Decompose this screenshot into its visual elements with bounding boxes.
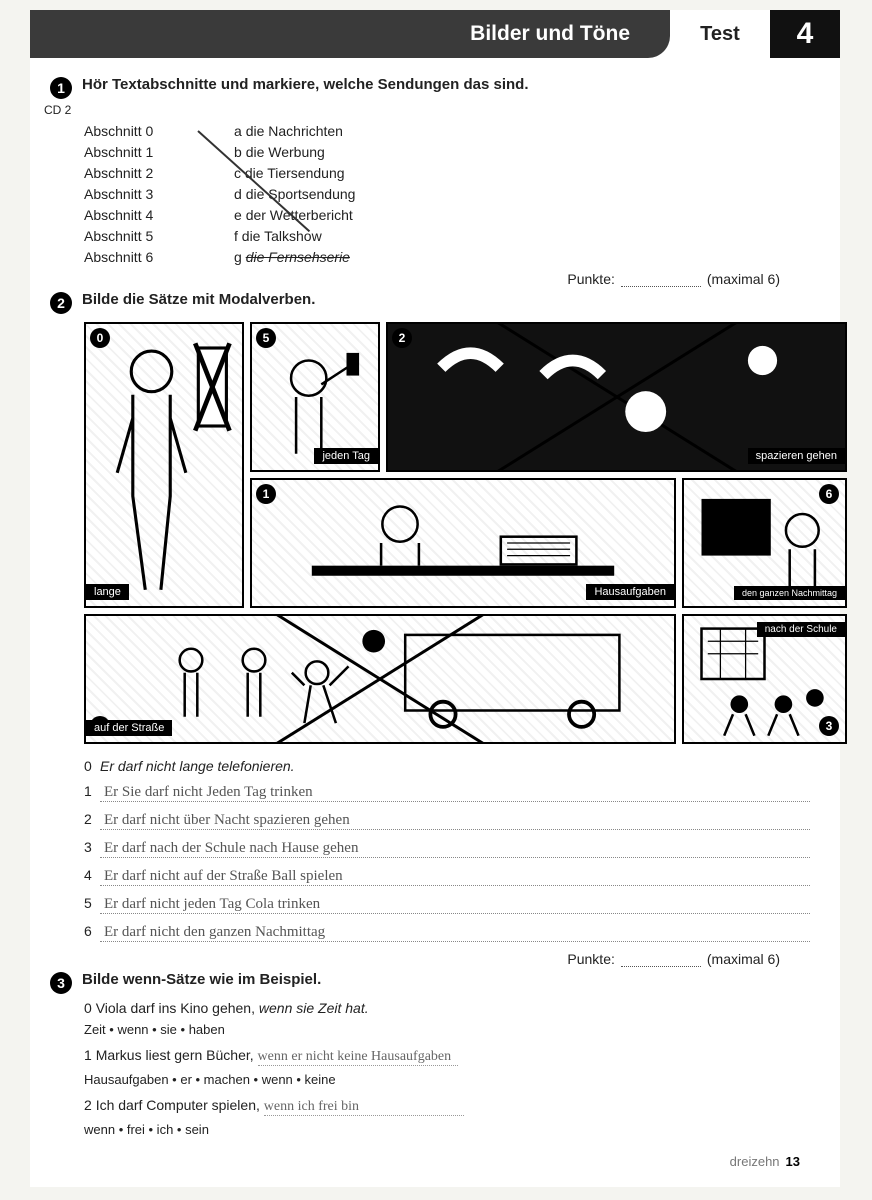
page-header: Bilder und Töne Test 4	[30, 10, 840, 58]
answer-input-2[interactable]	[100, 812, 810, 830]
page-footer: dreizehn13	[730, 1154, 800, 1169]
exercise-2-header: 2 Bilde die Sätze mit Modalverben.	[50, 291, 810, 314]
test-label: Test	[670, 10, 770, 58]
exercise-1-table: Abschnitt 0 Abschnitt 1 Abschnitt 2 Absc…	[84, 123, 810, 265]
panel-3: 3 nach der Schule	[682, 614, 847, 744]
street-play-icon	[86, 616, 674, 742]
ex1-right-item: e der Wetterbericht	[234, 207, 534, 223]
answer-num: 5	[84, 895, 100, 911]
exercise-2-answers: 0Er darf nicht lange telefonieren. 1 2 3…	[84, 758, 810, 942]
panel-2: 2 spazieren gehen	[386, 322, 847, 472]
exercise-3-heading: Bilde wenn-Sätze wie im Beispiel.	[82, 971, 321, 988]
panel-4: 4 auf der Straße	[84, 614, 676, 744]
example-answer: Er darf nicht lange telefonieren.	[100, 758, 295, 774]
answer-input-1[interactable]	[100, 784, 810, 802]
ex1-left-item: Abschnitt 5	[84, 228, 234, 244]
ex1-left-item: Abschnitt 1	[84, 144, 234, 160]
ex3-item-0: 0 Viola darf ins Kino gehen, wenn sie Ze…	[84, 1000, 810, 1016]
ex3-words-2: wenn • frei • ich • sein	[84, 1122, 810, 1137]
chapter-number: 4	[770, 10, 840, 58]
answer-input-3[interactable]	[100, 840, 810, 858]
ex1-right-item: f die Talkshow	[234, 228, 534, 244]
panel-caption: nach der Schule	[757, 622, 845, 637]
cd-label: CD 2	[44, 103, 810, 117]
panel-caption: lange	[86, 584, 129, 600]
exercise-2-panels: 0 lange 5 jeden Tag	[84, 322, 810, 744]
ex1-right-item: g die Fernsehserie	[234, 249, 534, 265]
ex3-item-2: 2 Ich darf Computer spielen, wenn ich fr…	[84, 1097, 810, 1116]
ex1-right-item: c die Tiersendung	[234, 165, 534, 181]
exercise-2-badge: 2	[50, 292, 72, 314]
answer-num: 1	[84, 783, 100, 799]
answer-input-4[interactable]	[100, 868, 810, 886]
chapter-title: Bilder und Töne	[30, 10, 670, 58]
panel-caption: jeden Tag	[314, 448, 378, 464]
panel-caption: Hausaufgaben	[586, 584, 674, 600]
panel-num: 5	[256, 328, 276, 348]
panel-num: 3	[819, 716, 839, 736]
panel-caption: spazieren gehen	[748, 448, 845, 464]
ex1-left-item: Abschnitt 0	[84, 123, 234, 139]
exercise-1-header: 1 Hör Textabschnitte und markiere, welch…	[50, 76, 810, 99]
exercise-1-heading: Hör Textabschnitte und markiere, welche …	[82, 76, 529, 93]
panel-caption: auf der Straße	[86, 720, 172, 736]
answer-input-5[interactable]	[100, 896, 810, 914]
answer-num: 4	[84, 867, 100, 883]
ex1-left-item: Abschnitt 4	[84, 207, 234, 223]
panel-0: 0 lange	[84, 322, 244, 608]
panel-caption: den ganzen Nachmittag	[734, 586, 845, 600]
ex3-words-0: Zeit • wenn • sie • haben	[84, 1022, 810, 1037]
ex1-right-item: d die Sportsendung	[234, 186, 534, 202]
ex2-points: Punkte:(maximal 6)	[50, 951, 780, 967]
ex3-answer-2[interactable]: wenn ich frei bin	[264, 1099, 464, 1116]
answer-num: 6	[84, 923, 100, 939]
ex1-right-item: b die Werbung	[234, 144, 534, 160]
answer-num: 0	[84, 758, 100, 774]
ex3-words-1: Hausaufgaben • er • machen • wenn • kein…	[84, 1072, 810, 1087]
exercise-1-badge: 1	[50, 77, 72, 99]
ex3-answer-1[interactable]: wenn er nicht keine Hausaufgaben	[258, 1049, 458, 1066]
ex1-points: Punkte:(maximal 6)	[50, 271, 780, 287]
ex1-left-item: Abschnitt 6	[84, 249, 234, 265]
ex1-left-item: Abschnitt 3	[84, 186, 234, 202]
panel-6: 6 den ganzen Nachmittag	[682, 478, 847, 608]
panel-num: 1	[256, 484, 276, 504]
answer-input-6[interactable]	[100, 924, 810, 942]
ex1-right-item: a die Nachrichten	[234, 123, 534, 139]
panel-num: 2	[392, 328, 412, 348]
boy-phone-icon	[86, 324, 242, 606]
exercise-2-heading: Bilde die Sätze mit Modalverben.	[82, 291, 315, 308]
ex1-left-item: Abschnitt 2	[84, 165, 234, 181]
panel-num: 0	[90, 328, 110, 348]
panel-num: 6	[819, 484, 839, 504]
answer-num: 3	[84, 839, 100, 855]
panel-5: 5 jeden Tag	[250, 322, 380, 472]
panel-1: 1 Hausaufgaben	[250, 478, 676, 608]
exercise-3-body: 0 Viola darf ins Kino gehen, wenn sie Ze…	[84, 1000, 810, 1137]
answer-num: 2	[84, 811, 100, 827]
ex3-item-1: 1 Markus liest gern Bücher, wenn er nich…	[84, 1047, 810, 1066]
exercise-3-header: 3 Bilde wenn-Sätze wie im Beispiel.	[50, 971, 810, 994]
exercise-3-badge: 3	[50, 972, 72, 994]
